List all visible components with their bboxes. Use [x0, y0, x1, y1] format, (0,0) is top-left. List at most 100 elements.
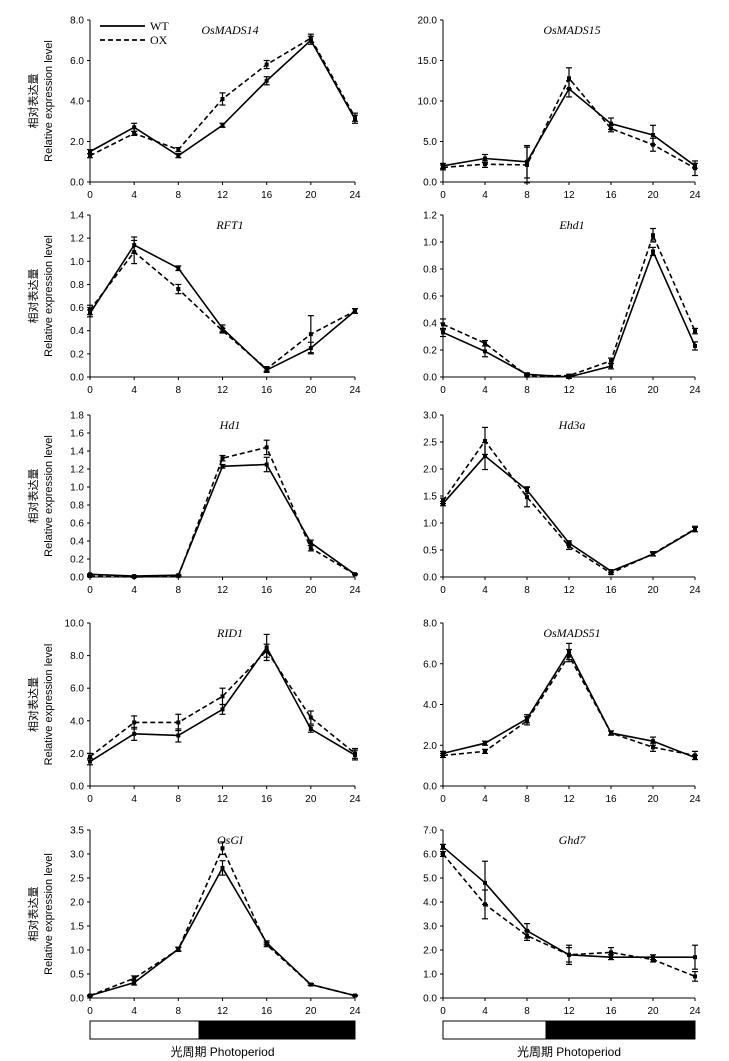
y-tick-label: 0.2 [423, 346, 437, 357]
y-tick-label: 20.0 [418, 16, 438, 27]
data-point [441, 753, 445, 758]
series-line-ox [89, 250, 356, 370]
y-tick-label: 5.0 [423, 874, 437, 885]
y-tick-label: 0.0 [423, 994, 437, 1005]
data-point [176, 147, 181, 152]
chart-title: Hd3a [558, 418, 586, 432]
legend-label-wt: WT [150, 19, 169, 33]
y-tick-label: 0.0 [423, 573, 437, 584]
data-point [609, 950, 613, 955]
x-tick-label: 20 [305, 585, 317, 596]
y-tick-label: 0.0 [70, 994, 84, 1005]
y-tick-label: 8.0 [423, 619, 437, 630]
data-point [609, 571, 613, 576]
data-point [483, 341, 487, 346]
data-point [264, 942, 269, 947]
data-point [132, 720, 137, 725]
data-point [525, 495, 529, 500]
data-point [88, 153, 92, 158]
x-tick-label: 16 [261, 190, 273, 201]
data-point [308, 726, 313, 731]
y-tick-label: 0.2 [70, 349, 84, 360]
data-point [609, 364, 613, 369]
y-tick-label: 5.0 [423, 137, 437, 148]
y-tick-label: 0.4 [70, 326, 84, 337]
y-tick-label: 1.4 [70, 211, 84, 222]
y-axis-label-en: Relative expression level [43, 235, 55, 357]
chart-title: RID1 [216, 626, 243, 640]
photoperiod-bar-1: 光周期 Photoperiod [89, 1020, 356, 1059]
y-tick-label: 8.0 [70, 16, 84, 27]
x-tick-label: 20 [647, 585, 659, 596]
y-tick-label: 1.0 [70, 483, 84, 494]
data-point [176, 947, 181, 952]
x-tick-label: 20 [647, 190, 659, 201]
data-point [353, 115, 357, 120]
x-tick-label: 20 [647, 794, 659, 805]
data-point [651, 249, 655, 254]
data-point [264, 366, 269, 371]
x-tick-label: 0 [87, 794, 93, 805]
y-tick-label: 0.0 [423, 373, 437, 384]
chart-panel-hd1: 0.0 0.2 0.4 0.6 0.8 1.0 1.2 1.4 1.6 1.8 0 4 8 12 16 20 2… [26, 411, 361, 597]
data-point [308, 332, 313, 337]
x-tick-label: 20 [647, 385, 659, 396]
data-point [441, 322, 445, 327]
x-tick-label: 4 [482, 190, 488, 201]
x-tick-label: 8 [176, 385, 182, 396]
y-tick-label: 1.0 [423, 970, 437, 981]
data-point [567, 544, 571, 549]
x-tick-label: 12 [217, 190, 229, 201]
data-point [483, 880, 487, 885]
y-tick-label: 0.8 [70, 501, 84, 512]
series-line-wt [442, 87, 696, 167]
data-point [441, 165, 445, 170]
data-point [525, 933, 529, 938]
chart-panel-ehd1: 0.0 0.2 0.4 0.6 0.8 1.0 1.2 0 4 8 12 16 20 24 Ehd1 [423, 211, 701, 397]
x-tick-label: 24 [689, 1006, 701, 1017]
y-tick-label: 2.5 [70, 874, 84, 885]
x-tick-label: 24 [349, 190, 361, 201]
data-point [88, 149, 92, 154]
y-tick-label: 4.0 [423, 700, 437, 711]
data-point [132, 131, 137, 136]
x-tick-label: 16 [605, 190, 617, 201]
x-tick-label: 20 [305, 385, 317, 396]
data-point [176, 720, 181, 725]
light-period-rect [89, 1020, 200, 1040]
data-point [176, 153, 181, 158]
y-tick-label: 4.0 [70, 716, 84, 727]
data-point [353, 993, 357, 998]
x-tick-label: 16 [605, 585, 617, 596]
x-tick-label: 4 [482, 385, 488, 396]
y-tick-label: 1.0 [70, 257, 84, 268]
y-tick-label: 0.5 [70, 970, 84, 981]
data-point [609, 358, 613, 363]
y-tick-label: 3.0 [70, 850, 84, 861]
data-point [483, 749, 487, 754]
data-point [220, 123, 225, 128]
y-tick-label: 1.5 [423, 492, 437, 503]
y-tick-label: 0.0 [70, 178, 84, 189]
y-axis-label-cn: 相对表达量 [26, 74, 40, 129]
y-tick-label: 0.0 [423, 178, 437, 189]
y-tick-label: 2.0 [70, 898, 84, 909]
x-tick-label: 0 [87, 190, 93, 201]
data-point [308, 715, 313, 720]
data-point [609, 126, 613, 131]
data-point [693, 329, 697, 334]
y-tick-label: 2.0 [70, 137, 84, 148]
x-tick-label: 0 [440, 1006, 446, 1017]
y-axis-label-cn: 相对表达量 [26, 469, 40, 524]
x-tick-label: 24 [689, 385, 701, 396]
data-point [483, 438, 487, 443]
x-tick-label: 12 [217, 385, 229, 396]
data-point [693, 166, 697, 171]
series-line-ox [442, 654, 696, 757]
data-point [220, 846, 225, 851]
x-tick-label: 4 [131, 794, 137, 805]
legend-label-ox: OX [150, 33, 168, 47]
x-tick-label: 12 [217, 1006, 229, 1017]
chart-title: Hd1 [219, 418, 241, 432]
series-line-wt [442, 454, 696, 572]
